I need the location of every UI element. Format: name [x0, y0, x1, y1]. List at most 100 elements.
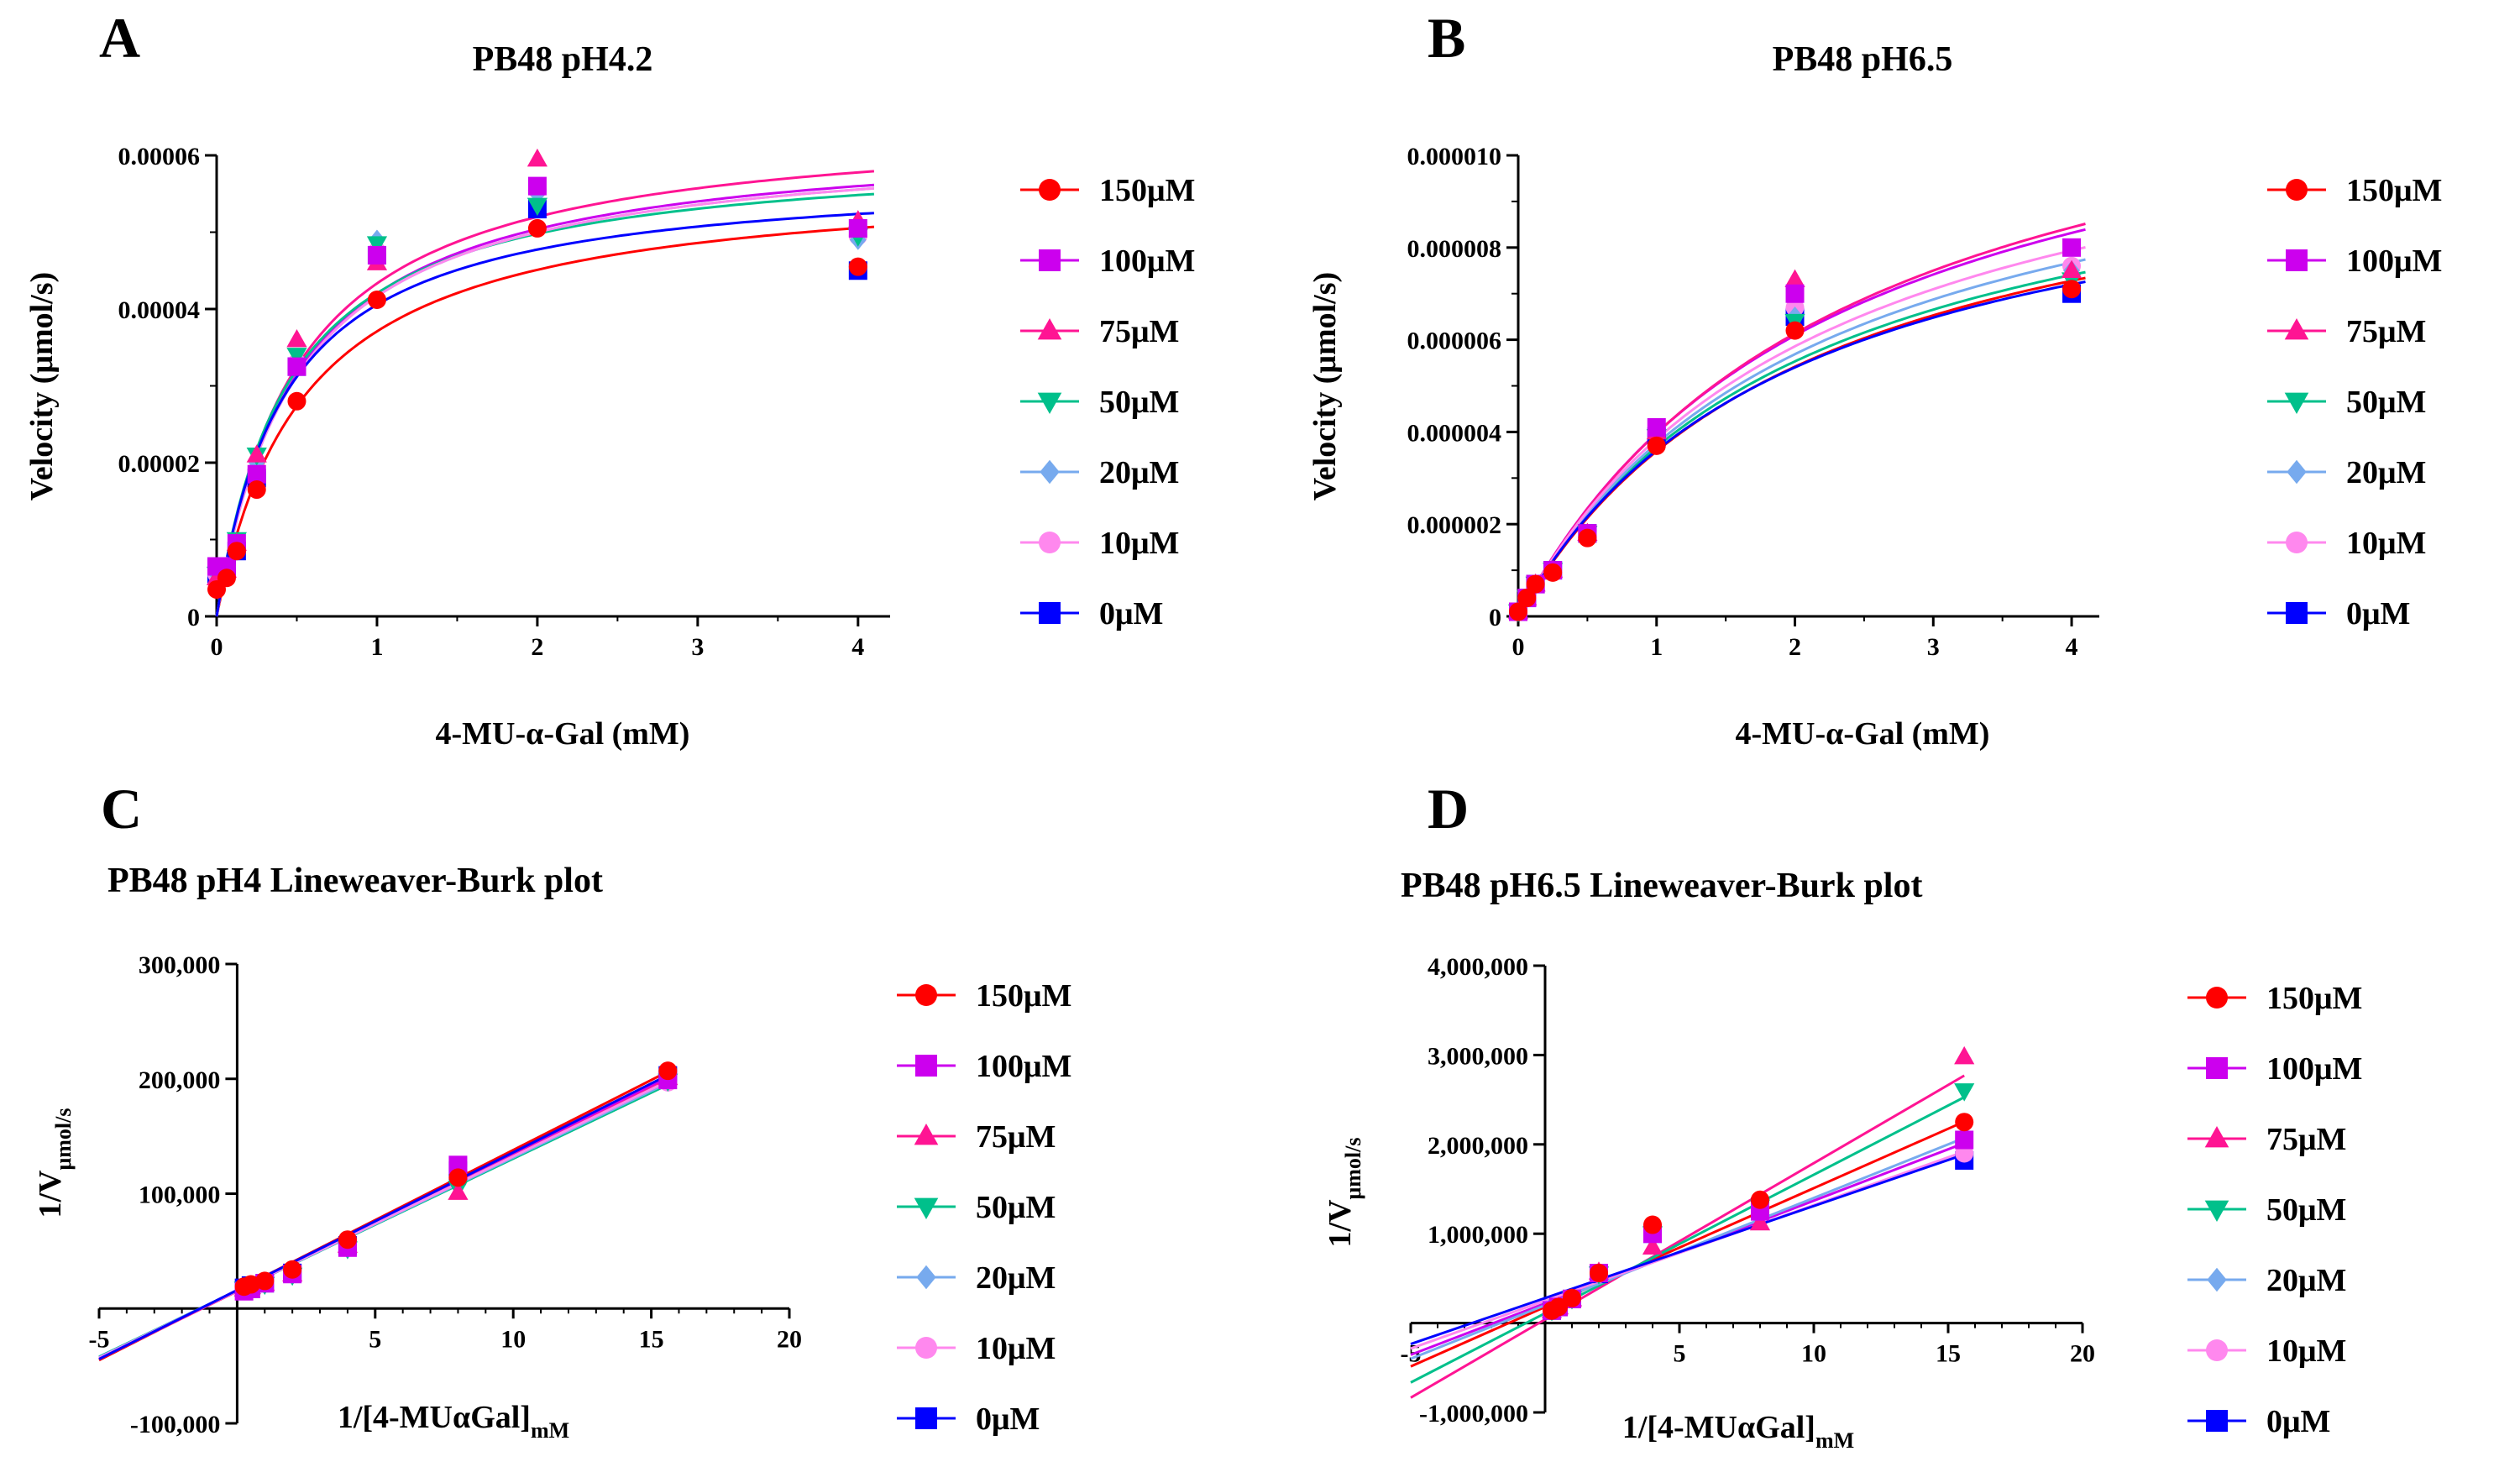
data-point	[527, 148, 548, 167]
data-point	[241, 1275, 260, 1294]
data-point	[286, 348, 307, 366]
legend-label: 150μM	[1099, 173, 1195, 208]
fit-curve-0μM	[1517, 280, 2086, 617]
legend-marker	[2286, 249, 2308, 271]
data-point	[848, 257, 867, 276]
fit-curve-100μM	[215, 183, 875, 617]
y-axis-label: 1/Vμmol/s	[1323, 1138, 1365, 1248]
legend-marker	[2286, 179, 2308, 201]
chart-title: PB48 pH4 Lineweaver-Burk plot	[107, 862, 603, 900]
legend-marker	[2286, 602, 2308, 624]
legend-label: 0μM	[2346, 596, 2410, 631]
y-axis-label-sub: μmol/s	[51, 1108, 76, 1171]
legend-marker	[2287, 459, 2307, 485]
legend-label: 50μM	[2346, 385, 2426, 420]
legend-marker	[1037, 392, 1062, 414]
fit-curve-20μM	[1517, 258, 2086, 617]
x-axis-label-sub: mM	[1815, 1428, 1854, 1453]
chart-title: PB48 pH6.5	[1773, 40, 1953, 79]
legend-label: 0μM	[976, 1402, 1040, 1437]
x-axis-label: 1/[4-MUαGal]mM	[1622, 1410, 1854, 1453]
y-tick-label: 1,000,000	[1428, 1221, 1528, 1249]
legend-label: 150μM	[976, 978, 1071, 1014]
y-axis-label-main: 1/V	[33, 1170, 68, 1218]
legend-marker	[915, 1407, 937, 1429]
y-tick-label: 0.000006	[1407, 327, 1502, 355]
fit-line-150μM	[1410, 1120, 1965, 1368]
panel-letter: C	[101, 777, 142, 841]
legend-label: 10μM	[976, 1331, 1056, 1366]
data-point	[246, 444, 267, 463]
panel-letter: B	[1428, 6, 1465, 70]
y-tick-label: 0.00004	[118, 296, 201, 324]
data-point	[527, 176, 547, 196]
y-tick-label: 0	[187, 604, 200, 631]
y-tick-label: 100,000	[139, 1181, 221, 1209]
y-axis-label-main: 1/V	[1323, 1199, 1358, 1248]
data-point	[366, 236, 388, 254]
data-point	[1955, 1113, 1974, 1132]
x-axis-label: 4-MU-α-Gal (mM)	[1736, 716, 1990, 752]
data-point	[1785, 284, 1805, 303]
data-point	[1751, 1190, 1769, 1209]
x-tick-label: 2	[531, 633, 543, 661]
data-point	[2062, 280, 2082, 299]
data-point	[217, 568, 236, 588]
data-point	[1647, 436, 1666, 455]
data-point	[1784, 269, 1805, 288]
data-point	[448, 1168, 468, 1187]
data-point	[1578, 528, 1597, 548]
data-point	[658, 1061, 678, 1081]
fit-curve-50μM	[215, 192, 874, 617]
data-point	[448, 1155, 468, 1175]
x-tick-label: 0	[211, 633, 223, 661]
legend-marker	[2206, 987, 2228, 1009]
legend-marker	[1039, 602, 1061, 624]
data-point	[2061, 259, 2083, 279]
chart-title: PB48 pH6.5 Lineweaver-Burk plot	[1401, 867, 1922, 905]
data-point	[286, 328, 307, 348]
y-tick-label: 4,000,000	[1428, 953, 1528, 981]
y-tick-label: 0.000002	[1407, 511, 1502, 539]
data-point	[1543, 563, 1563, 582]
data-point	[367, 291, 386, 310]
legend-label: 150μM	[2266, 981, 2362, 1016]
x-tick-label: 3	[691, 633, 704, 661]
legend-marker	[2204, 1200, 2229, 1222]
legend-marker	[2206, 1339, 2228, 1361]
x-tick-label: 0	[1512, 633, 1525, 661]
y-tick-label: 0.000008	[1407, 235, 1502, 263]
legend-marker	[915, 1055, 937, 1077]
data-point	[367, 245, 386, 265]
y-tick-label: 2,000,000	[1428, 1132, 1528, 1160]
fit-line-0μM	[98, 1074, 668, 1360]
x-tick-label: 3	[1927, 633, 1940, 661]
data-point	[1549, 1297, 1568, 1317]
y-tick-label: 0	[1489, 604, 1501, 631]
x-axis-label-main: 4-MU-α-Gal (mM)	[436, 716, 690, 752]
legend-marker	[2204, 1126, 2229, 1148]
x-tick-label: 2	[1789, 633, 1801, 661]
fit-curve-50μM	[1517, 270, 2086, 617]
x-axis-label-main: 1/[4-MUαGal]	[338, 1400, 531, 1435]
x-tick-label: 20	[2070, 1340, 2095, 1368]
x-tick-label: 1	[370, 633, 383, 661]
y-tick-label: -100,000	[130, 1411, 221, 1438]
legend-label: 0μM	[2266, 1404, 2330, 1439]
data-point	[848, 218, 867, 238]
y-tick-label: 3,000,000	[1428, 1042, 1528, 1070]
data-point	[1509, 602, 1527, 621]
x-axis-label: 4-MU-α-Gal (mM)	[436, 716, 690, 752]
legend-label: 0μM	[1099, 596, 1163, 631]
x-tick-label: 4	[2066, 633, 2078, 661]
legend-marker	[2207, 1267, 2227, 1292]
legend-marker	[916, 1265, 936, 1290]
legend-label: 50μM	[976, 1190, 1056, 1225]
legend-marker	[2206, 1057, 2228, 1079]
y-axis-label: Velocity (μmol/s)	[24, 272, 60, 500]
y-tick-label: 0.000010	[1407, 143, 1502, 170]
fit-line-75μM	[1410, 1074, 1965, 1399]
data-point	[287, 391, 306, 411]
panel-letter: A	[99, 6, 140, 70]
y-tick-label: 0.000004	[1407, 419, 1502, 447]
